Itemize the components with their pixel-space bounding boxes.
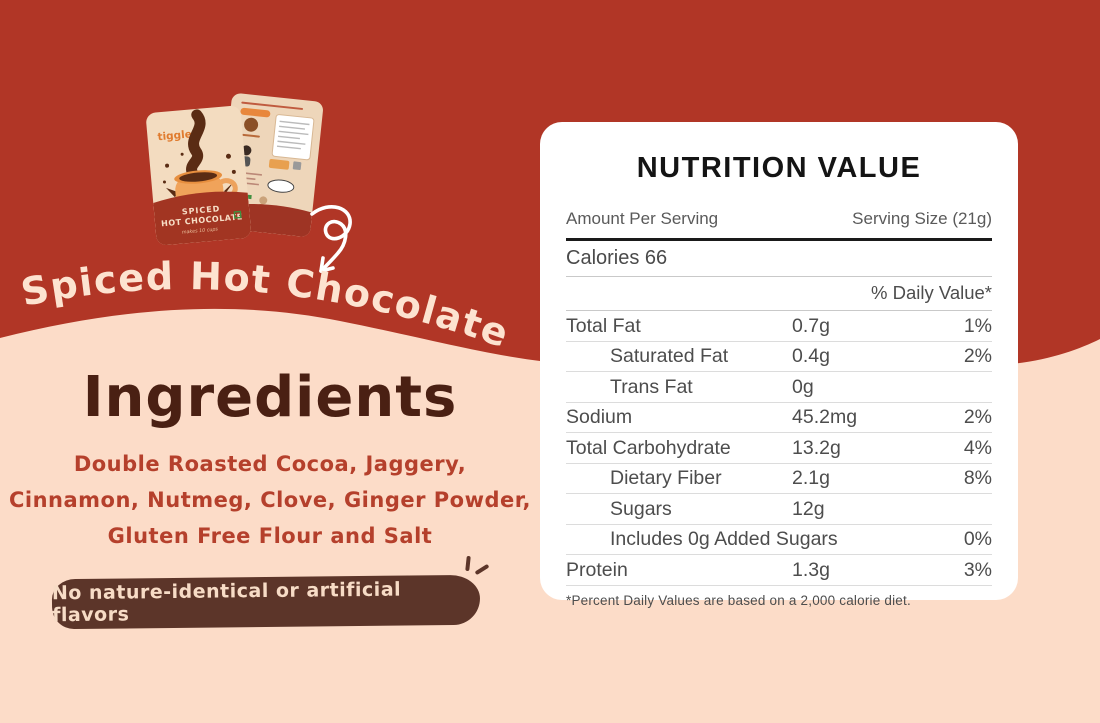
nutrient-percent: 4% [963, 436, 992, 459]
nutrient-label: Dietary Fiber [610, 467, 722, 489]
pouch-title-line1: SPICED [181, 204, 220, 216]
nutrient-value: 0g [792, 375, 814, 398]
nutrient-row-saturated-fat: Saturated Fat 0.4g 2% [566, 342, 992, 372]
nutrition-footnote: *Percent Daily Values are based on a 2,0… [566, 592, 911, 608]
product-pouches-image: tiggle SPICED HOT CHOCOLATE [145, 93, 335, 251]
ingredients-section: Ingredients Double Roasted Cocoa, Jagger… [0, 365, 540, 554]
nutrient-value: 45.2mg [792, 406, 858, 428]
nutrition-header-row: Amount Per Serving Serving Size (21g) [566, 209, 992, 241]
amount-per-serving-label: Amount Per Serving [566, 209, 719, 228]
nutrient-percent: 0% [963, 528, 992, 550]
nutrient-percent: 3% [963, 558, 992, 581]
nutrient-value: 0.7g [792, 314, 830, 337]
nutrient-row-total-fat: Total Fat 0.7g 1% [566, 311, 992, 342]
no-artificial-flavors-badge: No nature-identical or artificial flavor… [51, 574, 481, 630]
nutrient-label: Trans Fat [610, 375, 693, 398]
nutrient-label: Saturated Fat [610, 345, 729, 367]
product-title: Spiced Hot Chocolate [17, 254, 515, 356]
nutrient-percent: 8% [963, 467, 992, 489]
nutrient-percent: 1% [963, 314, 992, 337]
nutrient-value: 12g [792, 497, 825, 520]
pouch-front-image: tiggle SPICED HOT CHOCOLATE [146, 105, 252, 246]
nutrient-label: Total Fat [566, 314, 641, 337]
ingredients-heading: Ingredients [82, 365, 458, 430]
nutrient-row-trans-fat: Trans Fat 0g [566, 372, 992, 403]
nutrient-row-sugars: Sugars 12g [566, 494, 992, 525]
svg-text:Spiced Hot Chocolate: Spiced Hot Chocolate [17, 254, 515, 356]
nutrient-label: Protein [566, 558, 628, 581]
nutrient-row-total-carbohydrate: Total Carbohydrate 13.2g 4% [566, 433, 992, 464]
nutrient-row-sodium: Sodium 45.2mg 2% [566, 403, 992, 433]
daily-value-header: % Daily Value* [566, 277, 992, 311]
nutrient-label: Includes 0g Added Sugars [610, 528, 838, 550]
calories-row: Calories 66 [566, 241, 992, 277]
product-title-text: Spiced Hot Chocolate [17, 254, 513, 356]
nutrient-row-protein: Protein 1.3g 3% [566, 555, 992, 586]
nutrient-value: 0.4g [792, 345, 830, 367]
pouch-brand-logo: tiggle [157, 128, 192, 143]
nutrient-row-added-sugars: Includes 0g Added Sugars 0% [566, 525, 992, 555]
nutrient-percent: 2% [963, 406, 992, 428]
curly-arrow-down-icon [300, 198, 364, 282]
serving-size-label: Serving Size (21g) [852, 209, 992, 228]
nutrient-label: Total Carbohydrate [566, 436, 731, 459]
nutrient-value: 2.1g [792, 467, 830, 489]
nutrient-value: 13.2g [792, 436, 841, 459]
nutrient-percent: 2% [963, 345, 992, 367]
nutrient-value: 1.3g [792, 558, 830, 581]
pouch-caption: makes 10 cups [182, 226, 219, 235]
badge-label: No nature-identical or artificial flavor… [51, 578, 402, 627]
nutrient-label: Sugars [610, 497, 672, 520]
nutrient-label: Sodium [566, 406, 633, 428]
nutrition-facts-card: NUTRITION VALUE Amount Per Serving Servi… [540, 122, 1018, 608]
nutrition-title: NUTRITION VALUE [636, 152, 922, 184]
nutrient-row-dietary-fiber: Dietary Fiber 2.1g 8% [566, 464, 992, 494]
ingredients-list: Double Roasted Cocoa, Jaggery, Cinnamon,… [8, 452, 532, 549]
